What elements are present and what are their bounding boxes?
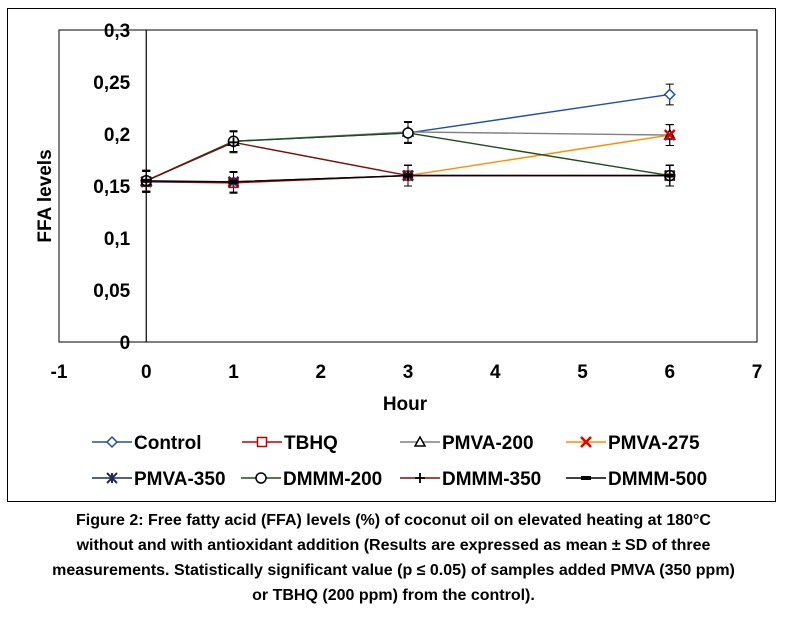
legend-item: PMVA-200 bbox=[400, 433, 534, 454]
caption-line-4: or TBHQ (200 ppm) from the control). bbox=[252, 587, 535, 604]
y-axis-title: FFA levels bbox=[35, 149, 56, 242]
data-point bbox=[415, 473, 425, 483]
data-point bbox=[664, 173, 675, 178]
chart-frame: -1 0 1 2 3 4 5 6 7 0 0,05 0,1 0,15 0,2 0,25 0,3 Hour F… bbox=[7, 8, 776, 502]
legend-label: DMMM-500 bbox=[608, 469, 707, 490]
caption-line-2: without and with antioxidant addition (R… bbox=[76, 537, 711, 554]
data-point bbox=[141, 178, 152, 183]
x-tick-label: 1 bbox=[228, 362, 239, 383]
data-point bbox=[581, 476, 591, 480]
data-point bbox=[403, 173, 413, 178]
x-tick-label: 3 bbox=[403, 362, 414, 383]
legend-label: TBHQ bbox=[284, 433, 338, 454]
legend-label: PMVA-275 bbox=[608, 433, 700, 454]
legend-label: PMVA-200 bbox=[442, 433, 534, 454]
data-point bbox=[255, 472, 267, 484]
chart-svg: -1 0 1 2 3 4 5 6 7 0 0,05 0,1 0,15 0,2 0,25 0,3 Hour F… bbox=[35, 21, 763, 490]
data-point bbox=[663, 129, 676, 141]
x-tick-label: 5 bbox=[577, 362, 588, 383]
x-tick-label: 7 bbox=[752, 362, 763, 383]
legend-item: DMMM-500 bbox=[566, 469, 707, 490]
data-point bbox=[402, 127, 414, 139]
x-tick-label: -1 bbox=[51, 362, 68, 383]
data-point bbox=[663, 88, 676, 101]
caption-line-3: measurements. Statistically significant … bbox=[52, 562, 735, 579]
legend-label: Control bbox=[134, 433, 202, 454]
data-point bbox=[228, 137, 239, 148]
caption-line-1: Figure 2: Free fatty acid (FFA) levels (… bbox=[76, 512, 711, 529]
legend-item: DMMM-200 bbox=[241, 469, 382, 490]
x-tick-label: 0 bbox=[141, 362, 152, 383]
y-tick-label: 0,15 bbox=[93, 177, 130, 198]
legend-label: DMMM-200 bbox=[283, 469, 382, 490]
x-tick-label: 2 bbox=[315, 362, 326, 383]
x-tick-label: 4 bbox=[490, 362, 501, 383]
legend-item: PMVA-275 bbox=[566, 433, 700, 454]
y-tick-label: 0,1 bbox=[104, 229, 131, 250]
data-point bbox=[256, 436, 268, 448]
x-tick-label: 6 bbox=[664, 362, 675, 383]
legend-label: DMMM-350 bbox=[442, 469, 541, 490]
legend-item: DMMM-350 bbox=[400, 469, 541, 490]
y-tick-label: 0,2 bbox=[104, 125, 130, 146]
data-point bbox=[228, 179, 239, 184]
y-tick-label: 0,3 bbox=[104, 21, 130, 42]
legend-item: Control bbox=[92, 433, 202, 454]
data-point bbox=[105, 435, 119, 449]
data-point bbox=[413, 435, 427, 447]
legend-item: PMVA-350 bbox=[92, 469, 226, 490]
legend-label: PMVA-350 bbox=[134, 469, 226, 490]
legend-item: TBHQ bbox=[242, 433, 338, 454]
x-axis-title: Hour bbox=[383, 394, 428, 415]
y-tick-label: 0,25 bbox=[93, 73, 130, 94]
y-tick-label: 0,05 bbox=[93, 281, 130, 302]
data-point bbox=[580, 436, 592, 448]
data-point bbox=[106, 472, 118, 484]
legend: Control TBHQ PMVA-200 PMVA-275 PMVA-350 DMMM-… bbox=[92, 433, 707, 490]
y-tick-label: 0 bbox=[120, 333, 131, 354]
figure-caption: Figure 2: Free fatty acid (FFA) levels (… bbox=[0, 508, 787, 608]
series-line bbox=[146, 174, 670, 183]
